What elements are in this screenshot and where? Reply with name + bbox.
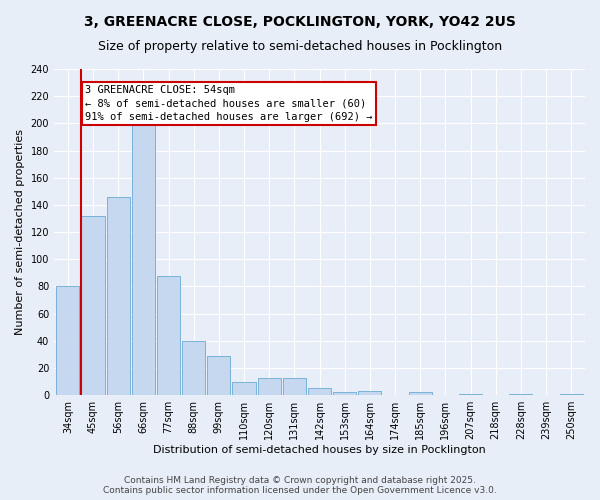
Bar bbox=[308, 388, 331, 395]
Bar bbox=[132, 124, 155, 395]
Bar bbox=[560, 394, 583, 395]
Bar bbox=[509, 394, 532, 395]
Bar bbox=[232, 382, 256, 395]
Text: 3, GREENACRE CLOSE, POCKLINGTON, YORK, YO42 2US: 3, GREENACRE CLOSE, POCKLINGTON, YORK, Y… bbox=[84, 15, 516, 29]
Bar bbox=[157, 276, 180, 395]
Text: Size of property relative to semi-detached houses in Pocklington: Size of property relative to semi-detach… bbox=[98, 40, 502, 53]
Text: Contains HM Land Registry data © Crown copyright and database right 2025.
Contai: Contains HM Land Registry data © Crown c… bbox=[103, 476, 497, 495]
Bar bbox=[82, 216, 104, 395]
Bar bbox=[107, 197, 130, 395]
Bar bbox=[283, 378, 306, 395]
Bar bbox=[358, 391, 382, 395]
Text: 3 GREENACRE CLOSE: 54sqm
← 8% of semi-detached houses are smaller (60)
91% of se: 3 GREENACRE CLOSE: 54sqm ← 8% of semi-de… bbox=[85, 86, 373, 122]
Bar bbox=[207, 356, 230, 395]
X-axis label: Distribution of semi-detached houses by size in Pocklington: Distribution of semi-detached houses by … bbox=[153, 445, 486, 455]
Bar bbox=[257, 378, 281, 395]
Bar bbox=[459, 394, 482, 395]
Bar bbox=[56, 286, 79, 395]
Bar bbox=[333, 392, 356, 395]
Y-axis label: Number of semi-detached properties: Number of semi-detached properties bbox=[15, 129, 25, 335]
Bar bbox=[182, 341, 205, 395]
Bar bbox=[409, 392, 432, 395]
